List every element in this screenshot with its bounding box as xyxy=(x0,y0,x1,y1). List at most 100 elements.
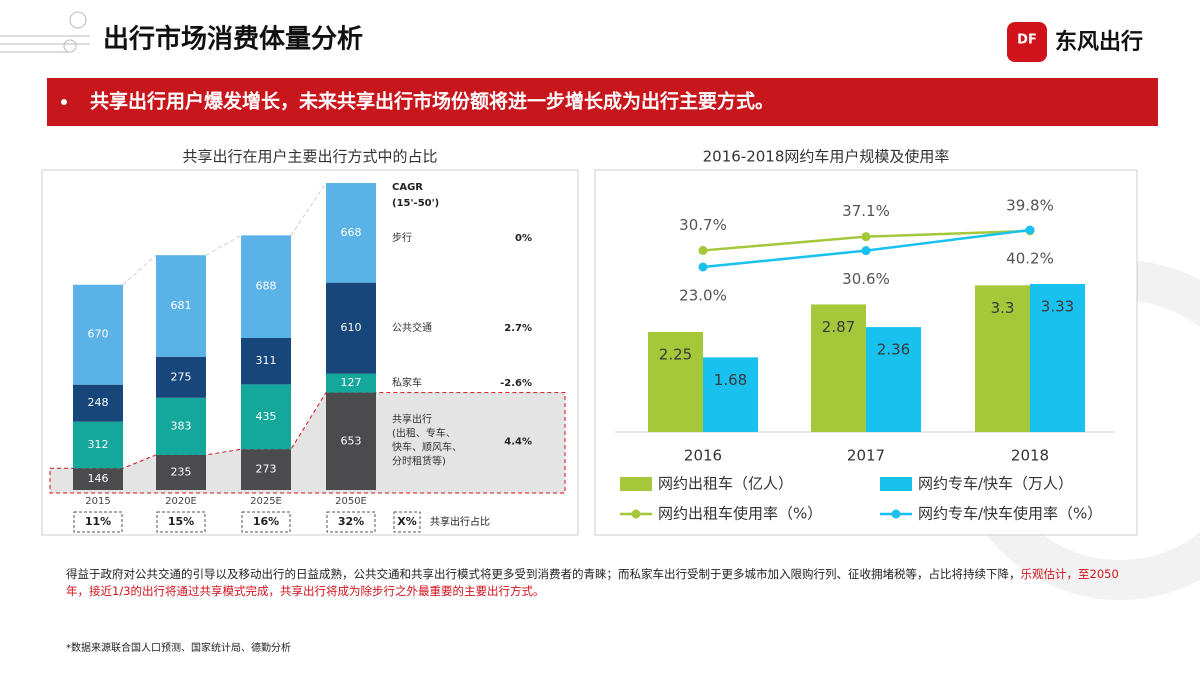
cagr-value: -2.6% xyxy=(500,378,532,389)
data-label: 30.6% xyxy=(842,270,890,288)
bar-segment xyxy=(73,284,123,385)
logo-mark: DF xyxy=(1017,33,1037,48)
x-tick-label: 2018 xyxy=(1011,447,1049,465)
data-label: 435 xyxy=(256,410,277,423)
line-point xyxy=(1025,225,1035,235)
bar-segment xyxy=(326,183,376,283)
bar-segment xyxy=(241,337,291,385)
bar-segment xyxy=(73,384,123,422)
x-tick-label: 2015 xyxy=(85,496,110,507)
legend-swatch xyxy=(880,477,912,491)
data-label: 248 xyxy=(88,396,109,409)
legend-label: 网约专车/快车（万人） xyxy=(918,475,1073,493)
data-label: 1.68 xyxy=(714,371,747,389)
share-label: 16% xyxy=(253,515,279,528)
footnote: *数据来源联合国人口预测、国家统计局、德勤分析 xyxy=(66,643,291,654)
data-label: 312 xyxy=(88,438,109,451)
line-point xyxy=(861,246,871,256)
connector xyxy=(122,254,157,286)
legend-point xyxy=(891,509,901,519)
bar-segment xyxy=(326,392,376,490)
share-legend-box xyxy=(393,511,421,533)
data-label: 653 xyxy=(341,434,362,447)
legend-label: 共享出行 xyxy=(392,412,432,425)
connector xyxy=(290,182,327,236)
bar xyxy=(811,304,866,432)
legend-label: 网约专车/快车使用率（%） xyxy=(918,505,1102,523)
data-label: 610 xyxy=(341,321,362,334)
legend-label: 私家车 xyxy=(392,376,422,389)
share-box xyxy=(241,511,291,533)
legend-label: 公共交通 xyxy=(392,321,432,334)
bar-segment xyxy=(73,468,123,490)
bar-segment xyxy=(73,421,123,469)
x-tick-label: 2050E xyxy=(335,496,367,507)
data-label: 127 xyxy=(341,376,362,389)
cagr-value: 4.4% xyxy=(504,436,532,447)
bar-segment xyxy=(241,449,291,490)
bar-segment xyxy=(241,384,291,450)
x-tick-label: 2017 xyxy=(847,447,885,465)
line-point xyxy=(698,262,708,272)
bar-segment xyxy=(156,454,206,490)
cagr-title: CAGR xyxy=(392,182,423,193)
x-tick-label: 2020E xyxy=(165,496,197,507)
share-box xyxy=(73,511,123,533)
banner xyxy=(47,78,1158,126)
data-label: 30.7% xyxy=(679,216,727,234)
banner-text: 共享出行用户爆发增长，未来共享出行市场份额将进一步增长成为出行主要方式。 xyxy=(90,90,774,113)
logo-icon xyxy=(1007,22,1047,62)
line-point xyxy=(861,232,871,242)
data-label: 2.87 xyxy=(822,318,855,336)
bar xyxy=(866,327,921,432)
legend-swatch xyxy=(620,477,652,491)
line-point xyxy=(698,245,708,255)
share-label: 15% xyxy=(168,515,194,528)
data-label: 23.0% xyxy=(679,287,727,305)
cagr-value: 2.7% xyxy=(504,323,532,334)
data-label: 2.25 xyxy=(659,346,692,364)
data-label: 40.2% xyxy=(1006,250,1054,268)
bar-segment xyxy=(156,255,206,357)
bar-segment xyxy=(326,282,376,374)
data-label: 2.36 xyxy=(877,341,910,359)
legend-note: 分时租赁等) xyxy=(392,454,446,467)
bullet xyxy=(61,99,67,105)
legend-note: 快车、顺风车、 xyxy=(392,440,462,453)
bar xyxy=(1030,284,1085,432)
body-text: 得益于政府对公共交通的引导以及移动出行的日益成熟，公共交通和共享出行模式将更多受… xyxy=(66,566,1141,600)
data-label: 383 xyxy=(171,419,192,432)
data-label: 39.8% xyxy=(1006,196,1054,214)
data-label: 273 xyxy=(256,463,277,476)
cagr-value: 0% xyxy=(515,233,532,244)
x-tick-label: 2016 xyxy=(684,447,722,465)
data-label: 668 xyxy=(341,226,362,239)
x-tick-label: 2025E xyxy=(250,496,282,507)
legend-point xyxy=(631,509,641,519)
data-label: 681 xyxy=(171,299,192,312)
logo-text: 东风出行 xyxy=(1055,29,1143,55)
body-normal: 得益于政府对公共交通的引导以及移动出行的日益成熟，公共交通和共享出行模式将更多受… xyxy=(66,567,1021,581)
data-label: 235 xyxy=(171,465,192,478)
share-box xyxy=(326,511,376,533)
page-title: 出行市场消费体量分析 xyxy=(103,24,363,55)
data-label: 670 xyxy=(88,328,109,341)
body-highlight: 乐观估计，至2050年，接近1/3的出行将通过共享模式完成，共享出行将成为除步行… xyxy=(66,567,1119,598)
share-label: 11% xyxy=(85,515,111,528)
bar-segment xyxy=(241,235,291,338)
data-label: 311 xyxy=(256,354,277,367)
share-label: 32% xyxy=(338,515,364,528)
bar-segment xyxy=(156,397,206,455)
header-decoration xyxy=(0,11,90,53)
bar-segment xyxy=(326,373,376,393)
data-label: 688 xyxy=(256,280,277,293)
share-box xyxy=(156,511,206,533)
bar xyxy=(648,332,703,432)
data-label: 3.3 xyxy=(991,299,1015,317)
chart-title: 共享出行在用户主要出行方式中的占比 xyxy=(182,148,437,166)
legend-label: 网约出租车使用率（%） xyxy=(658,505,822,523)
data-label: 146 xyxy=(88,472,109,485)
bar xyxy=(703,357,758,432)
